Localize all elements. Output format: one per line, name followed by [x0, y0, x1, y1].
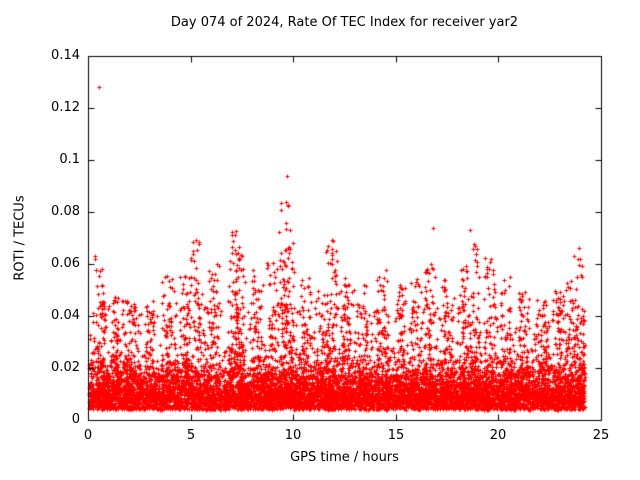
y-tick-label: 0 — [71, 412, 80, 427]
x-tick-label: 20 — [489, 428, 507, 443]
chart-title: Day 074 of 2024, Rate Of TEC Index for r… — [170, 15, 519, 30]
x-tick-label: 10 — [284, 428, 302, 443]
x-axis-label: GPS time / hours — [290, 450, 399, 465]
y-tick-label: 0.08 — [51, 204, 80, 219]
y-tick-label: 0.1 — [59, 152, 80, 167]
y-tick-label: 0.04 — [51, 308, 80, 323]
y-tick-label: 0.14 — [51, 48, 80, 63]
x-tick-label: 0 — [83, 428, 93, 443]
y-tick-label: 0.06 — [51, 256, 80, 271]
y-axis-label: ROTI / TECUs — [12, 195, 28, 281]
x-tick-label: 15 — [387, 428, 405, 443]
y-tick-label: 0.02 — [51, 360, 80, 375]
x-tick-label: 5 — [186, 428, 196, 443]
y-tick-label: 0.12 — [51, 100, 80, 115]
x-tick-label: 25 — [592, 428, 610, 443]
